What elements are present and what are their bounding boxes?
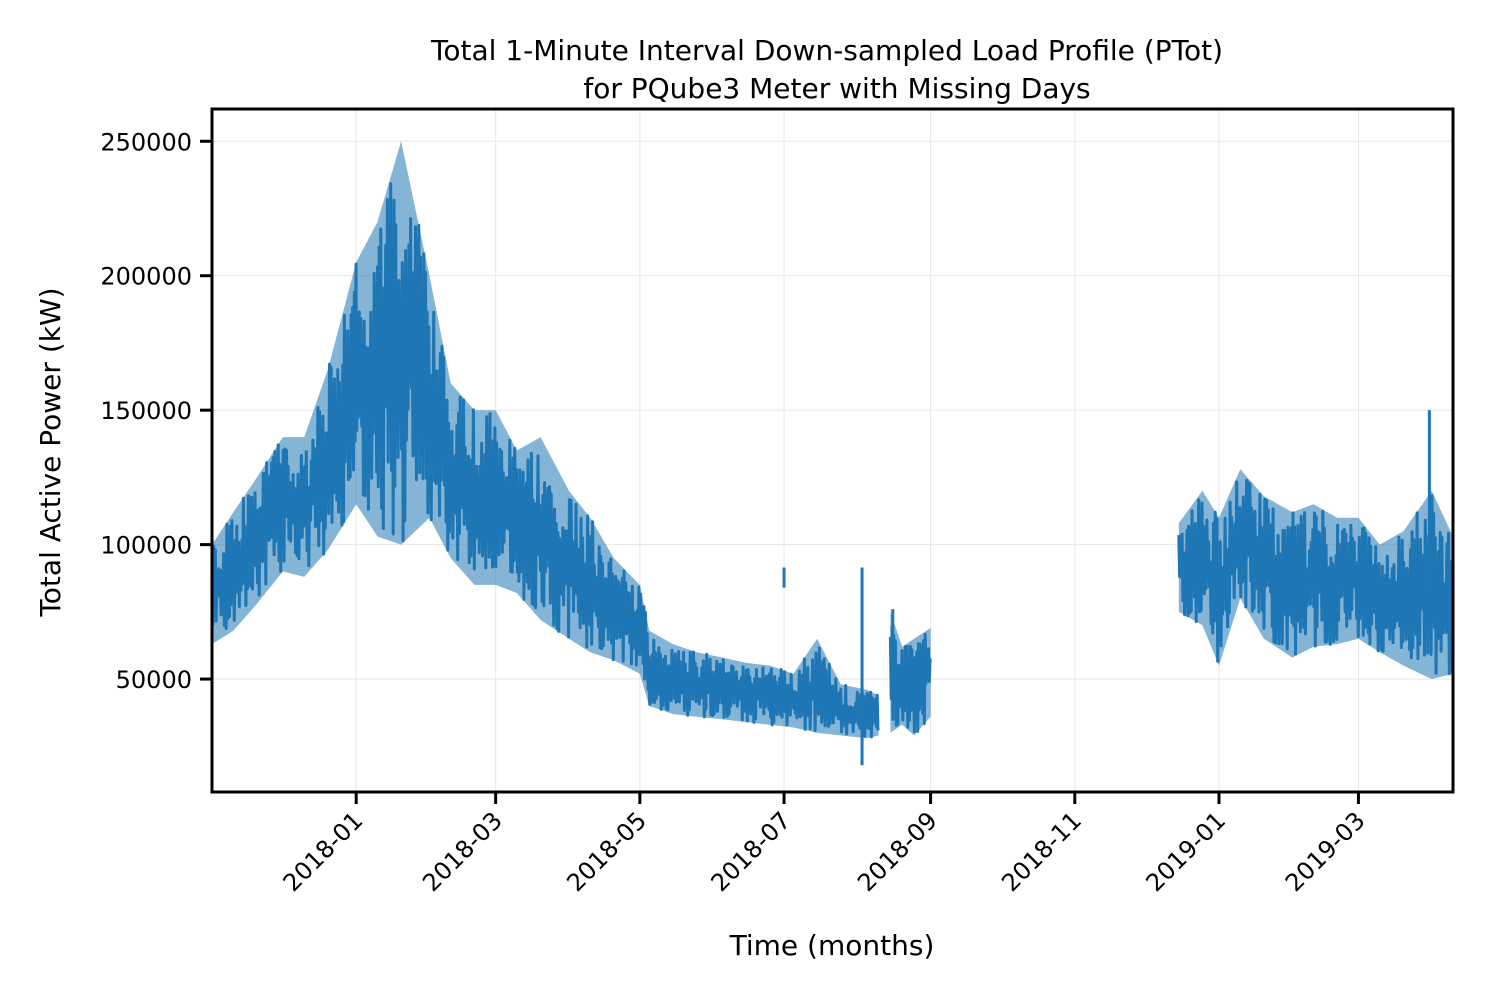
y-axis-label: Total Active Power (kW) [34,287,67,617]
series-envelope [1178,469,1453,680]
y-tick-label: 150000 [100,397,192,425]
x-tick-label: 2018-07 [706,806,797,897]
x-tick-label: 2019-03 [1280,806,1371,897]
chart-title-line-1: Total 1-Minute Interval Down-sampled Loa… [430,34,1223,67]
plot-frame [210,107,1455,794]
x-tick-label: 2019-01 [1141,806,1232,897]
x-axis-label: Time (months) [729,929,935,962]
y-tick-label: 50000 [116,666,192,694]
y-tick-label: 250000 [100,128,192,156]
y-axis: 50000 100000 150000 200000 250000 [100,128,212,694]
x-tick-label: 2018-11 [996,806,1087,897]
chart-title-line-2: for PQube3 Meter with Missing Days [583,72,1090,105]
series-envelope [212,141,879,739]
data-layer [210,141,1455,766]
y-tick-label: 100000 [100,532,192,560]
x-tick-label: 2018-09 [852,806,943,897]
y-tick-label: 200000 [100,263,192,291]
x-tick-label: 2018-01 [278,806,369,897]
series-envelope [890,611,931,736]
x-tick-label: 2018-03 [417,806,508,897]
x-tick-label: 2018-05 [561,806,652,897]
x-axis: 2018-01 2018-03 2018-05 2018-07 2018-09 2018-… [278,792,1371,897]
